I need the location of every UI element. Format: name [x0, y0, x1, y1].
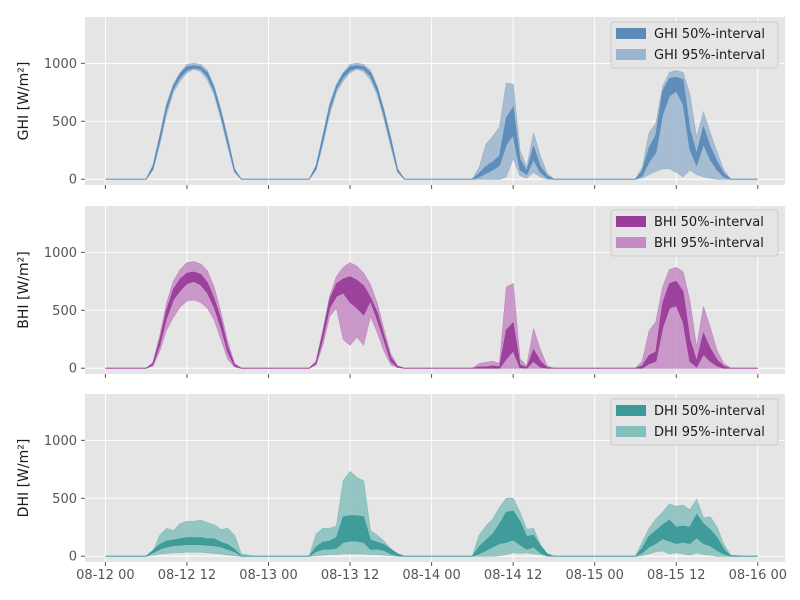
bhi-y-tick-label: 0 — [69, 362, 77, 377]
ghi-y-axis-label: GHI [W/m²] — [16, 62, 32, 141]
x-tick-label: 08-12 12 — [158, 568, 216, 583]
ghi-y-tick-label: 1000 — [44, 57, 77, 72]
legend-box — [610, 209, 779, 257]
legend-label-bhi-95: BHI 95%-interval — [654, 236, 764, 251]
legend-swatch-ghi-50 — [616, 28, 646, 39]
dhi-y-axis-label: DHI [W/m²] — [16, 439, 32, 518]
bhi-y-axis-label: BHI [W/m²] — [16, 251, 32, 328]
dhi-y-tick-label: 1000 — [44, 434, 77, 449]
ghi-bands — [105, 62, 758, 180]
legend-swatch-dhi-95 — [616, 426, 646, 437]
ghi-y-tick-label: 0 — [69, 173, 77, 188]
legend-box — [610, 398, 779, 446]
ghi-95-interval-band — [105, 62, 758, 180]
ghi-legend: GHI 50%-interval GHI 95%-interval — [610, 21, 779, 69]
bhi-legend: BHI 50%-interval BHI 95%-interval — [610, 209, 779, 257]
ghi-y-tick-label: 500 — [52, 115, 77, 130]
bhi-50-interval-band — [105, 271, 758, 369]
bhi-x-ticks — [104, 374, 759, 378]
dhi-50-interval-band — [105, 510, 758, 557]
legend-label-ghi-50: GHI 50%-interval — [654, 27, 765, 42]
dhi-legend: DHI 50%-interval DHI 95%-interval — [610, 398, 779, 446]
ghi-50-interval-band — [105, 65, 758, 180]
legend-label-dhi-50: DHI 50%-interval — [654, 404, 765, 419]
x-tick-label: 08-12 00 — [76, 568, 134, 583]
x-tick-label: 08-15 12 — [647, 568, 705, 583]
legend-label-bhi-50: BHI 50%-interval — [654, 215, 764, 230]
ghi-y-ticks: 0 500 1000 — [44, 57, 85, 188]
x-tick-label: 08-13 12 — [321, 568, 379, 583]
legend-swatch-bhi-95 — [616, 237, 646, 248]
bhi-bands — [105, 261, 758, 369]
x-tick-label: 08-13 00 — [239, 568, 297, 583]
x-tick-label: 08-14 00 — [402, 568, 460, 583]
legend-label-ghi-95: GHI 95%-interval — [654, 48, 765, 63]
legend-swatch-dhi-50 — [616, 405, 646, 416]
legend-label-dhi-95: DHI 95%-interval — [654, 425, 765, 440]
bhi-y-tick-label: 500 — [52, 304, 77, 319]
x-tick-label: 08-16 00 — [729, 568, 787, 583]
dhi-y-tick-label: 0 — [69, 550, 77, 565]
dhi-bands — [105, 471, 758, 557]
dhi-95-interval-band — [105, 471, 758, 557]
bhi-y-tick-label: 1000 — [44, 246, 77, 261]
ghi-x-ticks — [104, 185, 759, 189]
bhi-panel: 0 500 1000 BHI [W/m²] BHI 50%-interval BHI… — [16, 206, 785, 378]
dhi-panel: 0 500 1000 08-12 00 08-12 12 08-13 00 08-13 1… — [16, 394, 787, 583]
ghi-panel: 0 500 1000 GHI [W/m²] GHI 50%-interval GHI… — [16, 17, 785, 189]
bhi-y-ticks: 0 500 1000 — [44, 246, 85, 377]
x-tick-label: 08-15 00 — [565, 568, 623, 583]
legend-swatch-ghi-95 — [616, 49, 646, 60]
legend-swatch-bhi-50 — [616, 216, 646, 227]
x-tick-label: 08-14 12 — [484, 568, 542, 583]
legend-box — [610, 21, 779, 69]
dhi-x-ticks: 08-12 00 08-12 12 08-13 00 08-13 12 08-14 00… — [76, 562, 787, 583]
dhi-y-tick-label: 500 — [52, 492, 77, 507]
dhi-y-ticks: 0 500 1000 — [44, 434, 85, 565]
